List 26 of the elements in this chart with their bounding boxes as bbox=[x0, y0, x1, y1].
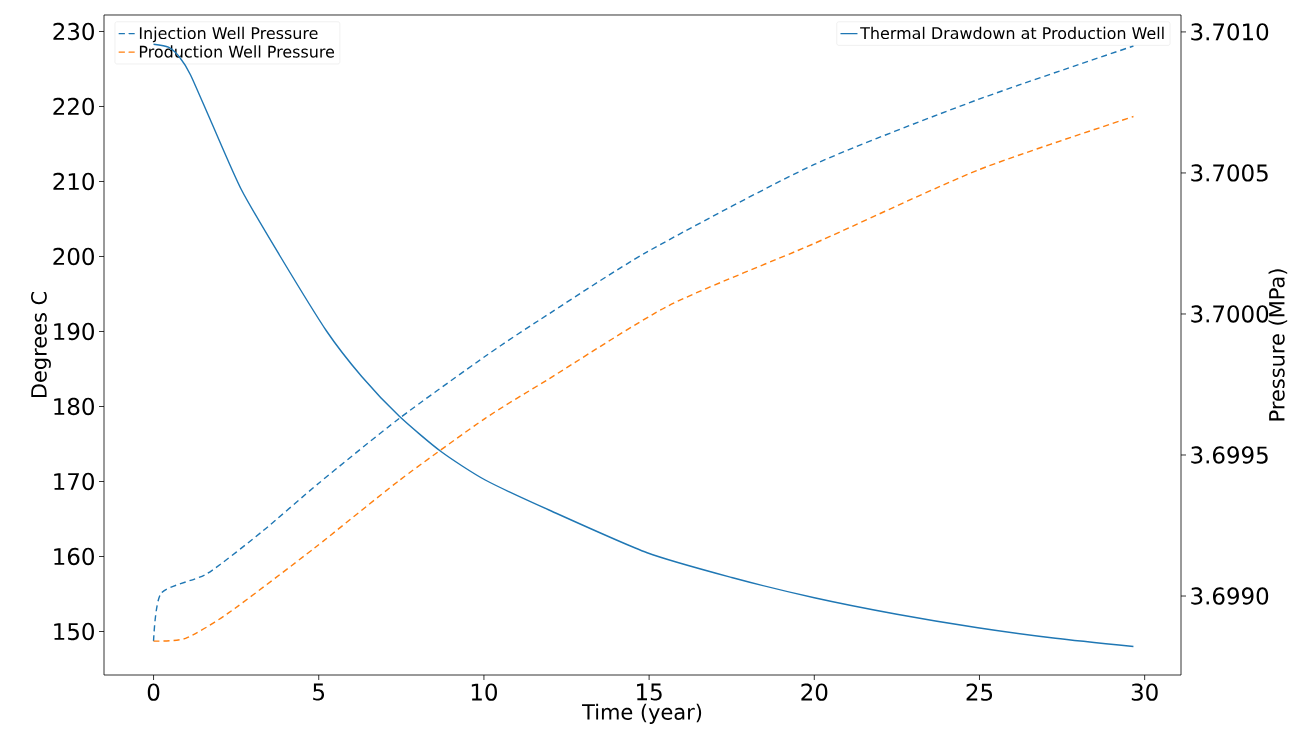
y2-tick-label: 3.7010 bbox=[1191, 23, 1269, 41]
x-tick-label: 30 bbox=[1131, 683, 1158, 701]
x-tick-label: 25 bbox=[966, 683, 993, 701]
x-tick-label: 5 bbox=[313, 683, 325, 701]
x-tick-label: 15 bbox=[637, 683, 662, 701]
x-axis-title: Time (year) bbox=[582, 703, 702, 724]
x-tick-label: 10 bbox=[471, 683, 497, 701]
y2-tick-label: 3.7005 bbox=[1191, 164, 1268, 182]
y-tick-label: 160 bbox=[54, 547, 94, 566]
y-axis-title: Degrees C bbox=[31, 292, 51, 398]
y2-tick-label: 3.6990 bbox=[1191, 587, 1269, 605]
legend-label: Injection Well Pressure bbox=[139, 26, 318, 43]
y-tick-label: 190 bbox=[54, 322, 94, 341]
y-tick-label: 230 bbox=[53, 22, 94, 41]
y-tick-label: 170 bbox=[54, 472, 94, 491]
y2-tick-label: 3.7000 bbox=[1191, 305, 1269, 323]
y2-axis-title: Pressure (MPa) bbox=[1268, 269, 1288, 421]
x-tick-label: 0 bbox=[147, 683, 160, 701]
y2-tick-label: 3.6995 bbox=[1191, 446, 1268, 464]
y-tick-label: 180 bbox=[54, 397, 94, 416]
y-tick-label: 210 bbox=[53, 172, 94, 191]
x-tick-label: 20 bbox=[801, 683, 828, 701]
legend-label: Thermal Drawdown at Production Well bbox=[860, 26, 1164, 40]
y-tick-label: 200 bbox=[53, 247, 94, 266]
y-tick-label: 150 bbox=[54, 622, 94, 641]
y-tick-label: 220 bbox=[53, 97, 94, 116]
